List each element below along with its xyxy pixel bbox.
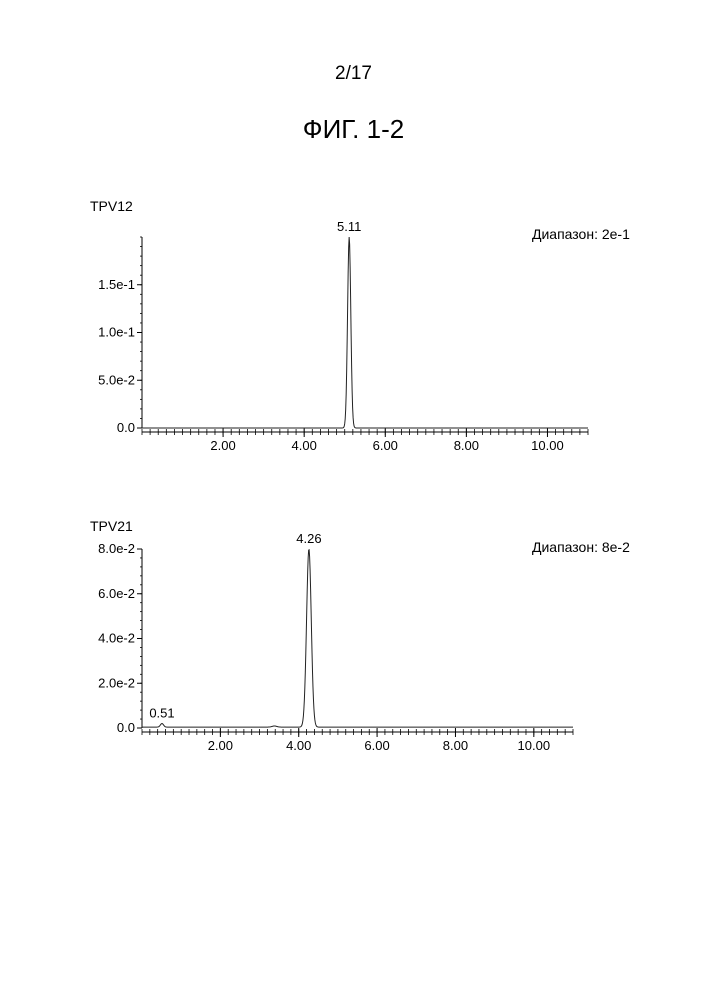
y-tick-label: 2.0e-2	[98, 675, 135, 690]
x-tick-label: 2.00	[208, 738, 233, 753]
x-tick-label: 6.00	[364, 738, 389, 753]
y-tick-label: 6.0e-2	[98, 586, 135, 601]
y-tick-label: 0.0	[117, 720, 135, 735]
x-tick-label: 8.00	[443, 738, 468, 753]
chromatogram-trace	[142, 550, 573, 727]
y-tick-label: 4.0e-2	[98, 631, 135, 646]
peak-label: 0.51	[149, 706, 174, 721]
x-tick-label: 4.00	[286, 738, 311, 753]
x-tick-label: 10.00	[518, 738, 551, 753]
peak-label: 4.26	[296, 531, 321, 546]
y-tick-label: 8.0e-2	[98, 541, 135, 556]
